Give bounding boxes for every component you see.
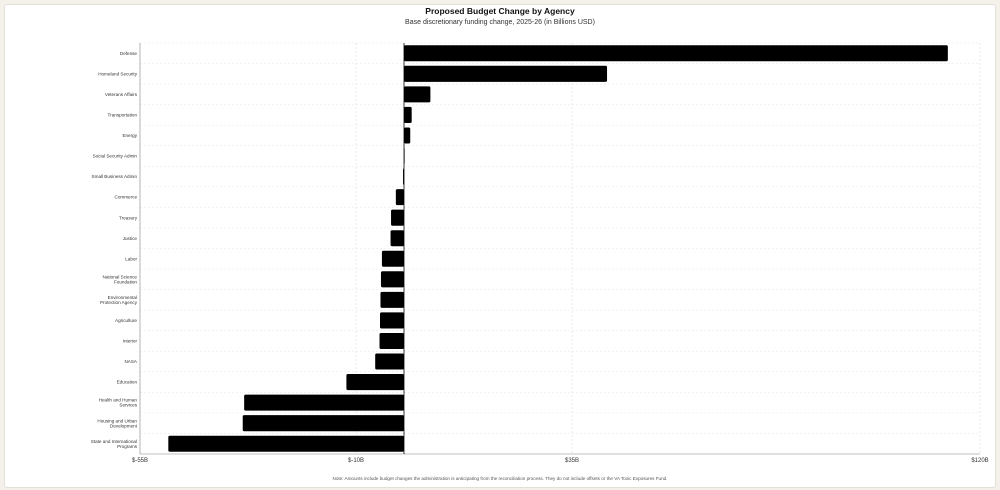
bar [168,435,404,452]
category-label: Labor [125,256,137,261]
bar [380,271,404,288]
bar [375,353,404,370]
category-label: Environmental [108,295,137,300]
x-tick-labels: $-55B $-10B $35B $120B [132,458,989,464]
x-tick-label: $35B [565,458,579,464]
bar [404,45,948,62]
category-label: Interior [123,339,138,344]
bar [380,312,404,329]
category-label: Development [110,423,138,428]
bar [404,106,412,123]
bars [168,45,948,452]
chart-card [4,4,996,488]
category-label: Veterans Affairs [105,92,138,97]
category-label: State and International [91,439,137,444]
bar [395,189,404,206]
category-label: National Science [103,274,138,279]
category-label: Energy [122,133,137,138]
x-tick-label: $120B [971,458,988,464]
x-tick-label: $-10B [348,458,364,464]
bar [404,86,431,103]
bar [242,415,404,432]
category-label: Defense [120,51,138,56]
bar [390,230,404,247]
bar [379,332,404,349]
category-label: Commerce [115,195,138,200]
category-label: Agriculture [115,318,137,323]
category-label: Small Business Admin [92,174,138,179]
category-label: Programs [117,444,138,449]
chart-subtitle: Base discretionary funding change, 2025-… [405,19,595,26]
category-label: Homeland Security [98,71,138,76]
x-tick-label: $-55B [132,458,148,464]
bar [391,209,404,226]
category-label: Justice [123,236,138,241]
axes [139,43,980,455]
category-label: Education [117,380,138,385]
category-label: Transportation [108,113,138,118]
category-labels: Defense Homeland Security Veterans Affairs… [91,51,138,449]
bar [404,127,411,144]
category-label: Housing and Urban [97,418,137,423]
chart-title: Proposed Budget Change by Agency [425,6,575,16]
category-label: NASA [124,359,137,364]
category-label: Treasury [119,215,138,220]
bar [244,394,404,411]
bar [404,65,608,82]
category-label: Protection Agency [100,300,138,305]
category-label: Social Security Admin [93,154,138,159]
category-label: Foundation [114,279,137,284]
bar [346,374,404,391]
category-label: Health and Human [99,398,138,403]
chart-note: Note: Amounts include budget changes the… [332,476,668,481]
grid-lines [139,42,981,455]
bar [381,250,404,267]
category-label: Services [119,403,137,408]
bar [380,291,404,308]
